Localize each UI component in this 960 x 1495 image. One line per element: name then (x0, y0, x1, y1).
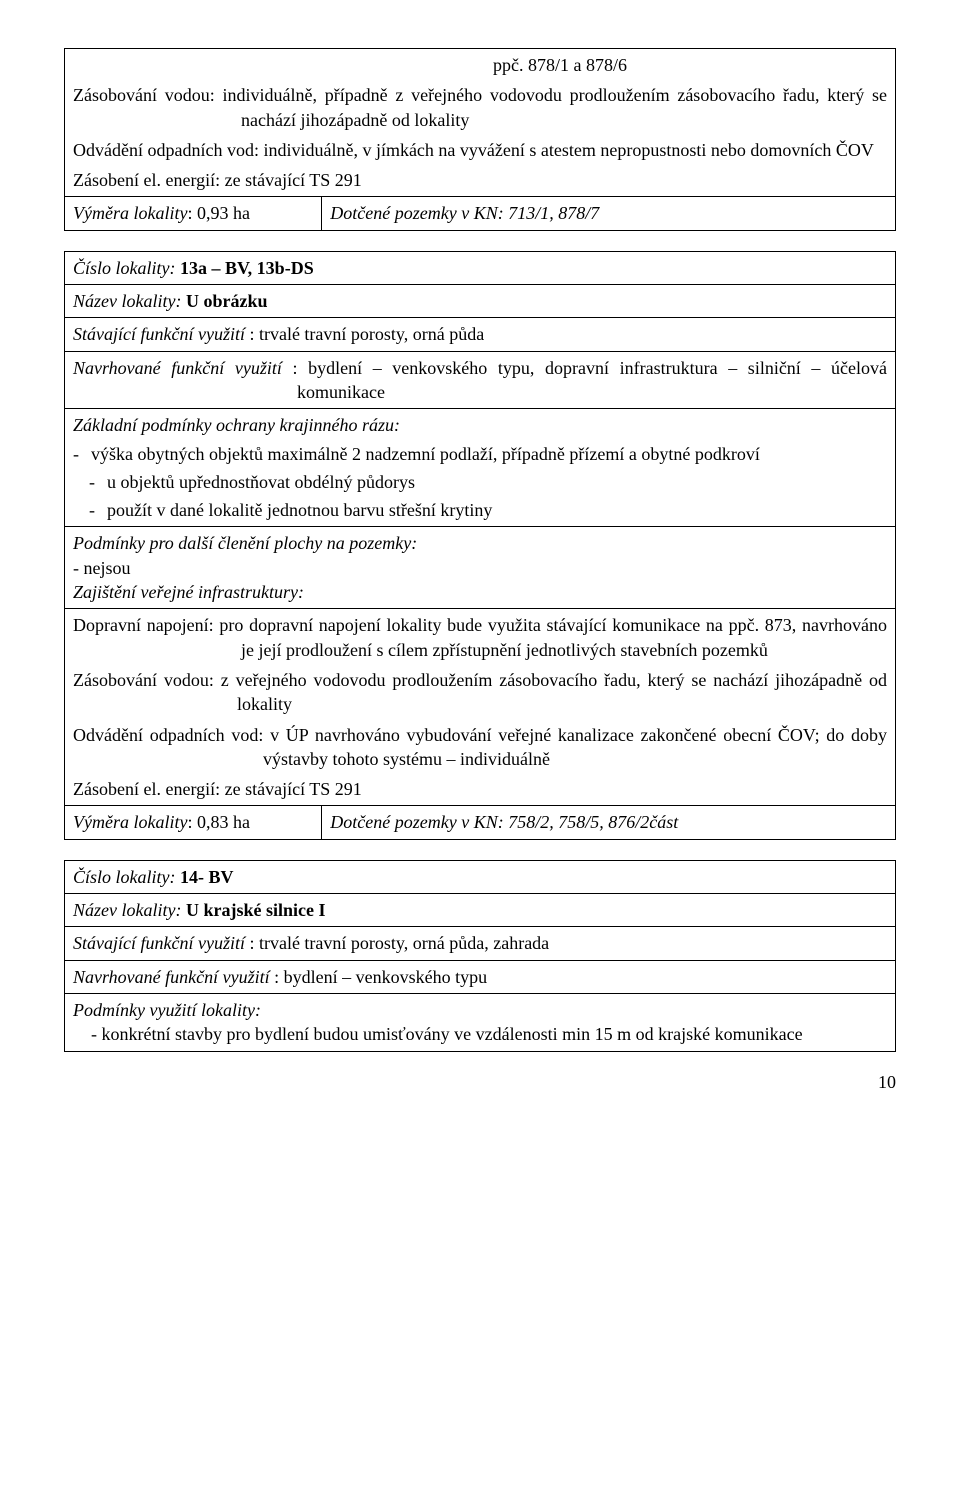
zakladni-item-2: u objektů upřednostňovat obdélný půdorys (73, 470, 887, 494)
podminky-dalsi-row-13: Podmínky pro další členění plochy na poz… (65, 526, 895, 608)
vymera-val-13: : 0,83 ha (187, 812, 250, 832)
navrh-row-13: Navrhované funkční využití : bydlení – v… (65, 351, 895, 409)
zasob-vodou-13: Zásobování vodou: z veřejného vodovodu p… (73, 668, 887, 717)
zakladni-label-13: Základní podmínky ochrany krajinného ráz… (73, 413, 887, 437)
vymera-val-1: : 0,93 ha (187, 203, 250, 223)
odv-vod-1: Odvádění odpadních vod: individuálně, v … (73, 138, 887, 162)
ppc-line: ppč. 878/1 a 878/6 (73, 53, 887, 77)
infra-row-13: Dopravní napojení: pro dopravní napojení… (65, 608, 895, 805)
dotcene-13: Dotčené pozemky v KN: 758/2, 758/5, 876/… (322, 806, 895, 838)
zakladni-row-13: Základní podmínky ochrany krajinného ráz… (65, 408, 895, 526)
cell-details-1: ppč. 878/1 a 878/6 Zásobování vodou: ind… (65, 49, 895, 196)
vymera-label-1: Výměra lokality (73, 203, 187, 223)
nejsou-13: - nejsou (73, 556, 887, 580)
locality-box-continuation: ppč. 878/1 a 878/6 Zásobování vodou: ind… (64, 48, 896, 231)
navrh-rest-14: : bydlení – venkovského typu (270, 967, 487, 987)
vymera-left-1: Výměra lokality: 0,93 ha (65, 197, 322, 229)
cislo-val-14: 14- BV (176, 867, 234, 887)
cislo-label-13: Číslo lokality: (73, 258, 176, 278)
podminky-dalsi-label-13: Podmínky pro další členění plochy na poz… (73, 531, 887, 555)
stav-row-13: Stávající funkční využití : trvalé travn… (65, 317, 895, 350)
zasob-el-13: Zásobení el. energií: ze stávající TS 29… (73, 777, 887, 801)
stav-row-14: Stávající funkční využití : trvalé travn… (65, 926, 895, 959)
nazev-val-13: U obrázku (181, 291, 267, 311)
dotcene-1: Dotčené pozemky v KN: 713/1, 878/7 (322, 197, 895, 229)
stav-rest-13: : trvalé travní porosty, orná půda (245, 324, 484, 344)
navrh-rest-13: : bydlení – venkovského typu, dopravní i… (282, 358, 887, 402)
zasob-vodou-1: Zásobování vodou: individuálně, případně… (73, 83, 887, 132)
odv-vod-13: Odvádění odpadních vod: v ÚP navrhováno … (73, 723, 887, 772)
nazev-row-14: Název lokality: U krajské silnice I (65, 893, 895, 926)
podm-row-14: Podmínky využití lokality: - konkrétní s… (65, 993, 895, 1051)
zasob-el-1: Zásobení el. energií: ze stávající TS 29… (73, 168, 887, 192)
cislo-row-13: Číslo lokality: 13a – BV, 13b-DS (65, 252, 895, 284)
page-number: 10 (64, 1070, 896, 1094)
page-content: ppč. 878/1 a 878/6 Zásobování vodou: ind… (64, 48, 896, 1052)
stav-rest-14: : trvalé travní porosty, orná půda, zahr… (245, 933, 549, 953)
zakladni-item-1: výška obytných objektů maximálně 2 nadze… (73, 442, 887, 466)
nazev-label-14: Název lokality: (73, 900, 181, 920)
navrh-label-14: Navrhované funkční využití (73, 967, 270, 987)
stav-label-13: Stávající funkční využití (73, 324, 245, 344)
navrh-row-14: Navrhované funkční využití : bydlení – v… (65, 960, 895, 993)
stav-label-14: Stávající funkční využití (73, 933, 245, 953)
vymera-left-13: Výměra lokality: 0,83 ha (65, 806, 322, 838)
vymera-row-13: Výměra lokality: 0,83 ha Dotčené pozemky… (65, 805, 895, 838)
nazev-row-13: Název lokality: U obrázku (65, 284, 895, 317)
cislo-row-14: Číslo lokality: 14- BV (65, 861, 895, 893)
zajisteni-label-13: Zajištění veřejné infrastruktury: (73, 580, 887, 604)
navrh-label-13: Navrhované funkční využití (73, 358, 282, 378)
cislo-label-14: Číslo lokality: (73, 867, 176, 887)
podm-item-14: - konkrétní stavby pro bydlení budou umi… (73, 1022, 887, 1046)
dopr-13: Dopravní napojení: pro dopravní napojení… (73, 613, 887, 662)
locality-box-13: Číslo lokality: 13a – BV, 13b-DS Název l… (64, 251, 896, 840)
nazev-val-14: U krajské silnice I (181, 900, 325, 920)
podm-label-14: Podmínky využití lokality: (73, 998, 887, 1022)
zakladni-item-3: použít v dané lokalitě jednotnou barvu s… (73, 498, 887, 522)
zakladni-list-13: výška obytných objektů maximálně 2 nadze… (73, 442, 887, 523)
vymera-row-1: Výměra lokality: 0,93 ha Dotčené pozemky… (65, 196, 895, 229)
cislo-val-13: 13a – BV, 13b-DS (176, 258, 314, 278)
locality-box-14: Číslo lokality: 14- BV Název lokality: U… (64, 860, 896, 1052)
nazev-label-13: Název lokality: (73, 291, 181, 311)
vymera-label-13: Výměra lokality (73, 812, 187, 832)
